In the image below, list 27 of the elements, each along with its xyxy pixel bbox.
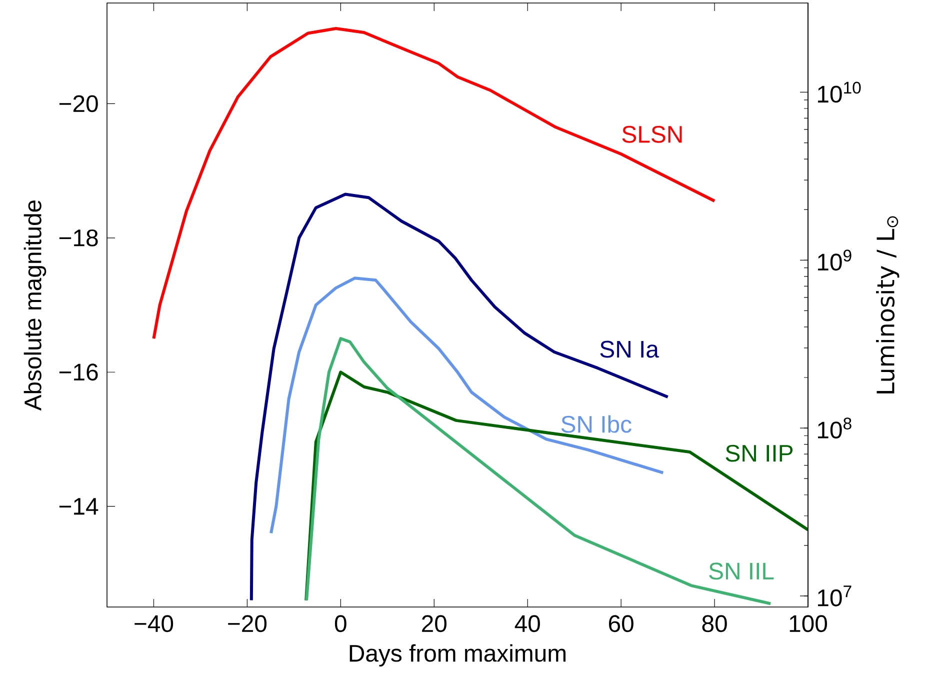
- series-label: SN IIL: [709, 562, 774, 580]
- line-series: [250, 192, 670, 602]
- x-tick-label: 40: [514, 615, 540, 632]
- series-label: SN Ibc: [561, 415, 632, 433]
- y-axis-title: Absolute magnitude: [24, 200, 46, 411]
- series-label: SLSN: [622, 126, 682, 143]
- y2-tick-label: 10$^{8}$: [818, 418, 852, 439]
- y-tick-label: −14: [59, 498, 98, 515]
- x-tick-label: 0: [334, 615, 346, 632]
- line-series: [270, 276, 665, 535]
- y-tick-label: −20: [59, 95, 98, 112]
- y2-tick-label: 10$^{9}$: [818, 250, 852, 271]
- x-tick-label: 100: [790, 615, 828, 632]
- y2-tick-label: 10$^{10}$: [818, 82, 861, 103]
- y2-axis-title: Luminosity / L$_{⊙}$: [876, 216, 900, 394]
- series-label: SN IIP: [726, 444, 793, 462]
- y-tick-label: −18: [59, 229, 98, 246]
- x-tick-label: 20: [422, 615, 446, 632]
- series-label: SN Ia: [600, 340, 659, 358]
- y-tick-label: −16: [59, 364, 98, 381]
- x-tick-label: 80: [702, 615, 727, 632]
- line-series: [152, 27, 716, 340]
- x-tick-label: −40: [134, 615, 174, 632]
- y2-tick-label: 10$^{7}$: [818, 586, 852, 606]
- x-tick-label: −20: [228, 615, 267, 632]
- x-tick-label: 60: [608, 615, 634, 632]
- x-axis-title: Days from maximum: [350, 644, 566, 667]
